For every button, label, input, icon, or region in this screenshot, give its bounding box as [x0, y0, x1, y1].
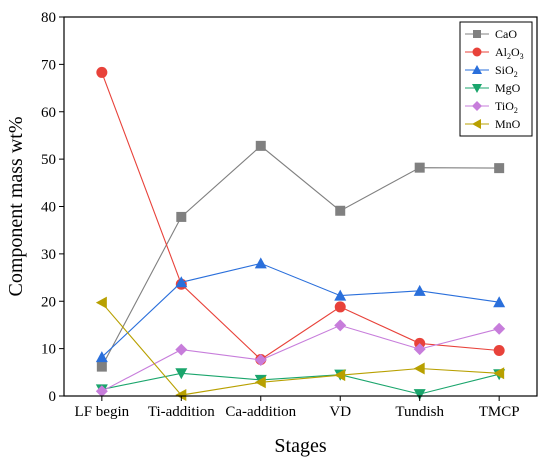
data-point	[413, 389, 426, 401]
series-line	[101, 262, 500, 358]
legend-label: MgO	[495, 81, 521, 95]
data-point	[334, 289, 347, 301]
data-point	[493, 367, 505, 380]
y-tick-label: 10	[41, 342, 56, 358]
series-line	[101, 302, 500, 396]
series-tio2	[95, 319, 506, 398]
data-point	[413, 362, 425, 375]
data-point	[175, 368, 188, 380]
y-tick-label: 30	[41, 247, 56, 263]
y-tick-label: 80	[41, 10, 56, 26]
data-point	[413, 284, 426, 296]
data-point	[254, 257, 267, 269]
series-mno	[95, 296, 505, 402]
y-tick-label: 70	[41, 57, 56, 73]
legend-label: Al2O3	[495, 45, 524, 61]
data-point	[334, 319, 347, 332]
legend-marker	[473, 30, 481, 38]
data-point	[493, 345, 505, 357]
legend-label: MnO	[495, 117, 521, 131]
data-point	[254, 376, 266, 389]
legend-label: SiO2	[495, 63, 518, 79]
data-point	[335, 205, 346, 216]
y-tick-label: 0	[49, 389, 57, 405]
data-point	[175, 276, 188, 288]
y-axis-title: Component mass wt%	[5, 117, 27, 297]
data-point	[95, 385, 108, 398]
x-tick-label: TMCP	[479, 404, 520, 420]
data-point	[255, 140, 266, 151]
data-point	[175, 389, 187, 402]
x-tick-label: Tundish	[395, 404, 444, 420]
legend-marker	[472, 101, 482, 111]
legend-marker	[472, 65, 482, 74]
legend-box	[459, 21, 533, 137]
data-point	[334, 301, 346, 313]
legend-label: TiO2	[495, 99, 518, 115]
x-tick-label: VD	[329, 404, 351, 420]
x-tick-label: LF begin	[75, 404, 130, 420]
data-point	[96, 66, 108, 78]
y-tick-label: 50	[41, 152, 56, 168]
series-sio2	[95, 257, 506, 363]
data-point	[95, 296, 107, 309]
series-line	[101, 372, 500, 395]
data-point	[334, 369, 346, 382]
data-point	[494, 163, 505, 174]
legend-item: MgO	[465, 81, 521, 95]
x-tick-label: Ti-addition	[148, 404, 215, 420]
legend-marker	[472, 84, 482, 93]
x-tick-label: Ca-addition	[225, 404, 296, 420]
legend-item: CaO	[465, 27, 517, 41]
legend-marker	[472, 47, 482, 57]
legend-item: MnO	[465, 117, 521, 131]
x-axis-title: Stages	[274, 435, 326, 457]
legend-item: TiO2	[465, 99, 518, 115]
y-tick-label: 60	[41, 105, 56, 121]
legend-item: Al2O3	[465, 45, 524, 61]
legend-label: CaO	[495, 27, 517, 41]
legend-item: SiO2	[465, 63, 518, 79]
data-point	[176, 211, 187, 222]
data-point	[493, 296, 506, 308]
series-line	[101, 145, 500, 367]
series-cao	[96, 140, 505, 372]
legend: CaO Al2O3 SiO2 MgO TiO2 MnO	[459, 21, 533, 137]
data-point	[493, 322, 506, 335]
data-point	[95, 351, 108, 363]
axes: 0 10 20 30 40 50 60 70 80 LF begin Ti-addition Ca-a…	[41, 10, 520, 420]
data-point	[413, 343, 426, 356]
plot-area	[95, 66, 506, 402]
data-point	[414, 162, 425, 173]
series-line	[101, 324, 500, 392]
y-tick-label: 40	[41, 200, 56, 216]
series-line	[101, 72, 500, 361]
legend-marker	[472, 119, 481, 129]
data-point	[175, 343, 188, 356]
data-point	[96, 361, 107, 372]
data-point	[254, 353, 267, 366]
y-tick-label: 20	[41, 294, 56, 310]
